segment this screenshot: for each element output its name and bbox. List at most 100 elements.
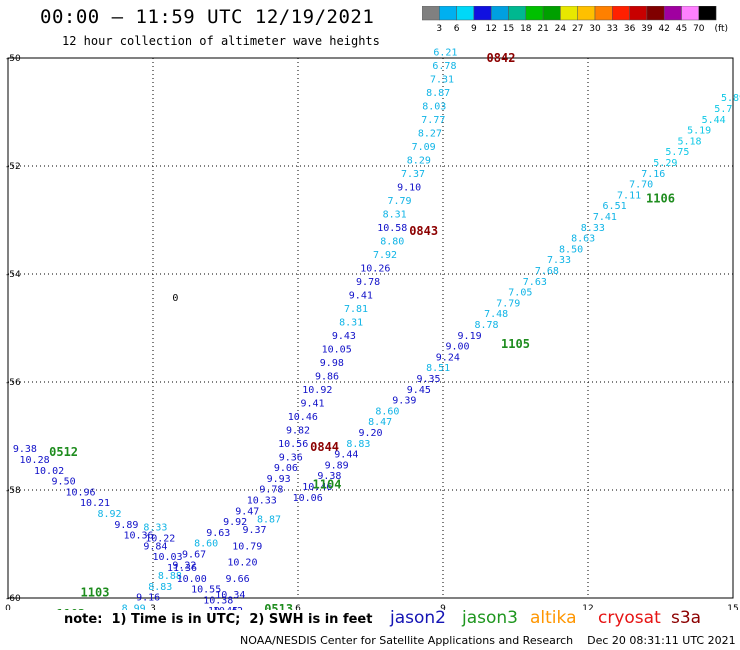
swh-value: 7.48 [484,309,508,320]
pass-label: 1106 [646,191,675,205]
swh-value: 10.58 [377,223,407,234]
swh-value: 10.92 [302,385,332,396]
swh-value: 9.66 [226,574,250,585]
swh-value: 10.46 [302,482,332,493]
swh-value: 10.06 [293,493,323,504]
swh-value: 9.19 [458,331,482,342]
colorbar-tick-label: 15 [503,24,514,34]
plot-frame [7,57,734,599]
swh-value: 5.44 [702,115,726,126]
swh-value: 5.19 [687,126,711,137]
colorbar-tick-label: 39 [641,24,653,34]
swh-value: 7.70 [629,180,653,191]
swh-value: 8.60 [375,406,399,417]
swh-value: 8.99 [122,604,146,611]
y-tick-label: -60 [6,594,21,604]
colorbar-tick-label: 33 [607,24,618,34]
swh-value: 10.46 [288,412,318,423]
swh-value: 9.89 [325,460,349,471]
swh-value: 8.33 [143,523,167,534]
swh-value: 7.77 [421,115,445,126]
swh-value: 8.80 [380,236,404,247]
swh-value: 8.33 [581,223,605,234]
swh-value: 8.51 [426,363,450,374]
swh-value: 7.05 [508,288,532,299]
swh-value: 9.89 [114,520,138,531]
swh-value: 9.35 [416,374,440,385]
swh-value: 7.79 [387,196,411,207]
colorbar-tick-label: 30 [589,24,601,34]
swh-value: 9.78 [259,485,283,496]
y-tick-label: -56 [6,378,21,388]
colorbar-tick-label: 6 [454,24,460,34]
colorbar-tick-label: 3 [436,24,442,34]
swh-value: 9.82 [286,425,310,436]
y-tick-label: -52 [6,162,21,172]
satellite-legend-s3a: s3a [671,608,702,628]
swh-value: 8.27 [418,128,442,139]
color-legend: 3 6 9 12 15 18 21 24 27 30 33 36 39 42 45 70 (ft) [422,6,728,34]
swh-value: 9.41 [349,290,373,301]
colorbar-tick-label: 45 [676,24,687,34]
swh-value: 9.16 [136,593,160,604]
pass-label: 1102 [56,607,85,610]
swh-value: 8.29 [407,155,431,166]
swh-value: 9.78 [356,277,380,288]
swh-value: 7.09 [412,142,436,153]
swh-value: 8.47 [368,417,392,428]
swh-value: 6.21 [433,47,457,58]
swh-value: 8.87 [257,514,281,525]
x-tick-label: 9 [440,604,446,610]
swh-value: 7.16 [641,169,665,180]
pass-label: 1104 [313,478,342,492]
colorbar-tick-label: 36 [624,24,636,34]
x-tick-label: 15 [727,604,738,610]
swh-value: 10.38 [203,595,233,606]
credit-line: NOAA/NESDIS Center for Satellite Applica… [240,634,736,647]
swh-value: 9.06 [274,463,298,474]
colorbar-tick-label: 27 [572,24,583,34]
swh-value: 10.42 [213,606,243,610]
swh-value: 6.51 [603,201,627,212]
swh-value: 8.31 [339,317,363,328]
swh-value: 8.92 [97,509,121,520]
swh-value: 10.79 [232,541,262,552]
colorbar-tick-label: 70 [693,24,705,34]
swh-value: 10.05 [322,344,352,355]
swh-value: 9.63 [206,528,230,539]
swh-value: 10.36 [123,531,153,542]
pass-label: 1103 [81,586,110,600]
swh-value: 9.00 [445,342,469,353]
swh-value: 10.20 [227,558,257,569]
chart-title: 00:00 — 11:59 UTC 12/19/2021 [40,6,375,28]
swh-value: 8.60 [194,539,218,550]
swh-value: 9.24 [436,352,460,363]
swh-value: 9.20 [358,428,382,439]
swh-value: 5.18 [677,136,701,147]
swh-value: 5.75 [665,147,689,158]
swh-value: 7.31 [430,74,454,85]
pass-label: 0844 [310,440,339,454]
satellite-legend-altika: altika [530,608,577,628]
colorbar-tick-label: 18 [520,24,532,34]
swh-value: 10.56 [278,439,308,450]
swh-value: 8.63 [571,234,595,245]
swh-value: 9.67 [182,550,206,561]
swh-value: 9.36 [279,452,303,463]
swh-value: 9.93 [267,474,291,485]
swh-value: 10.34 [215,590,245,601]
swh-value: 10.96 [65,487,95,498]
satellite-legend-jason2: jason2 [390,608,446,628]
swh-value: 10.03 [152,552,182,563]
swh-value: 10.00 [177,574,207,585]
pass-label: 0512 [49,445,78,459]
swh-value: 9.38 [317,471,341,482]
y-tick-label: -50 [6,54,21,64]
swh-value: 8.03 [422,101,446,112]
swh-value: 11.36 [167,563,197,574]
swh-value: 10.28 [20,455,50,466]
colorbar-tick-label: 12 [485,24,496,34]
swh-value: 7.81 [344,304,368,315]
swh-value: 7.92 [373,250,397,261]
swh-value: 7.79 [496,298,520,309]
